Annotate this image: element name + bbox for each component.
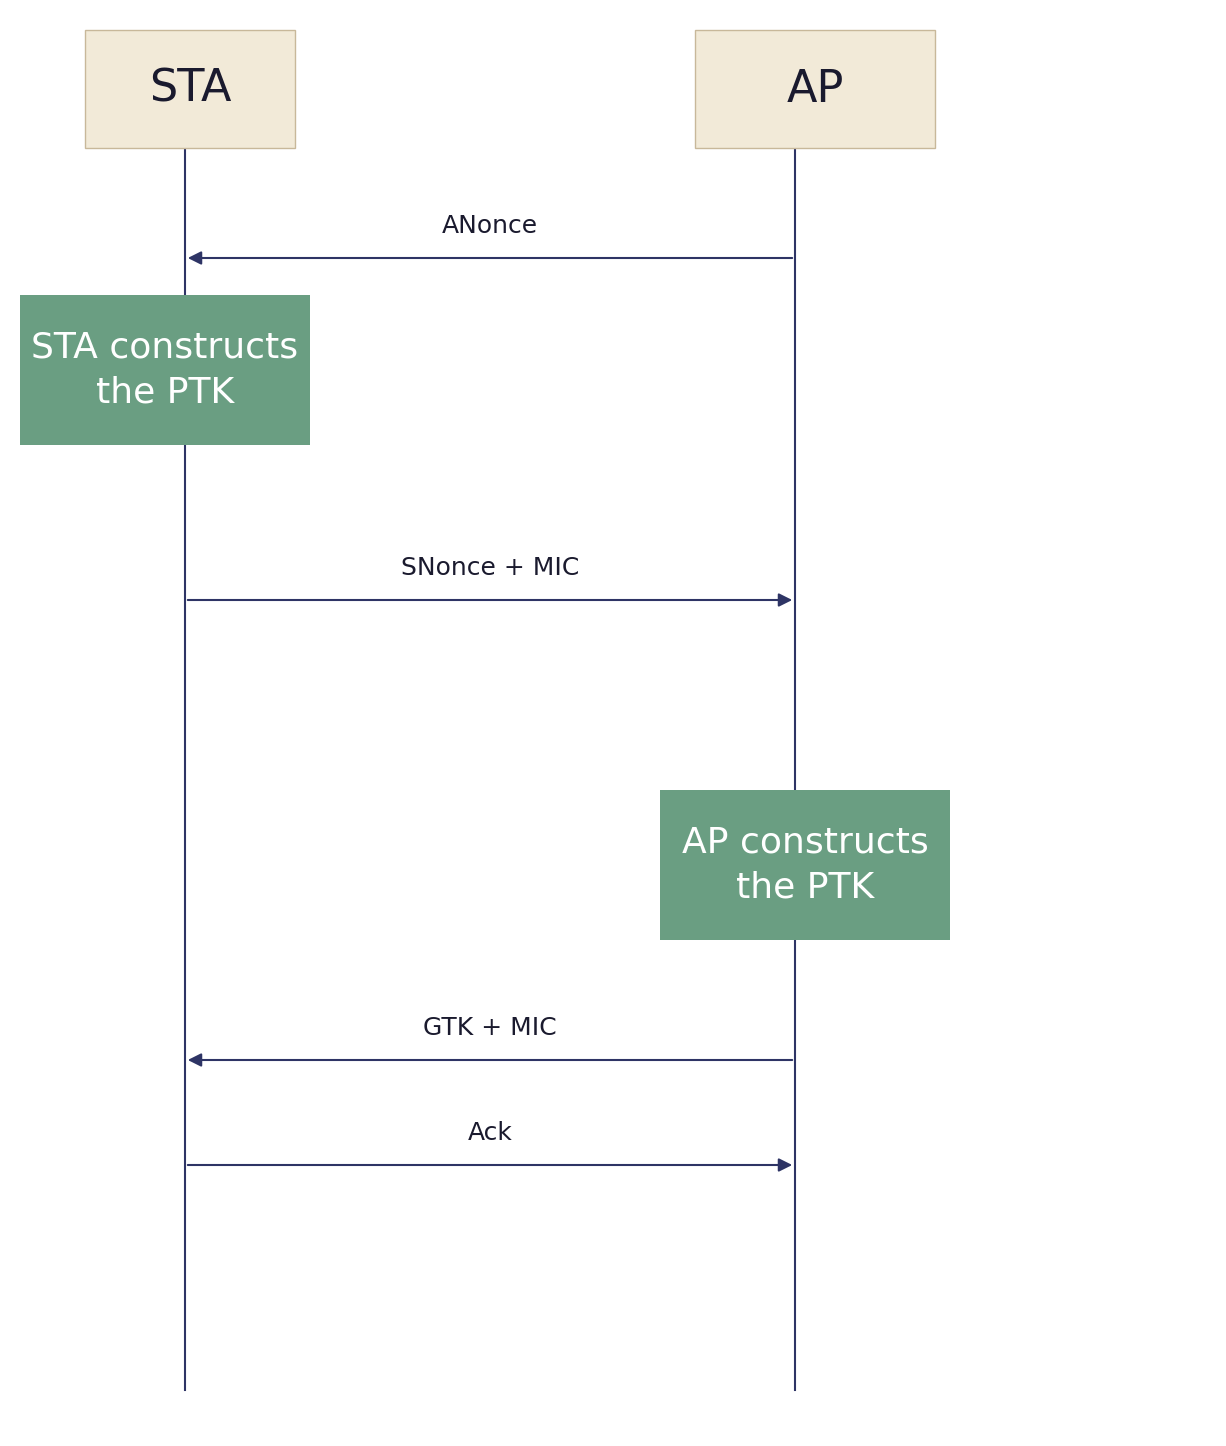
FancyBboxPatch shape — [85, 30, 295, 147]
FancyBboxPatch shape — [695, 30, 935, 147]
Text: Ack: Ack — [467, 1121, 512, 1145]
FancyBboxPatch shape — [20, 295, 310, 445]
Text: ANonce: ANonce — [441, 214, 538, 239]
Text: STA: STA — [148, 68, 232, 110]
Text: GTK + MIC: GTK + MIC — [423, 1017, 557, 1040]
FancyBboxPatch shape — [660, 790, 950, 940]
Text: SNonce + MIC: SNonce + MIC — [401, 557, 579, 580]
Text: STA constructs
the PTK: STA constructs the PTK — [32, 331, 299, 409]
Text: AP constructs
the PTK: AP constructs the PTK — [682, 826, 928, 904]
Text: AP: AP — [786, 68, 843, 110]
